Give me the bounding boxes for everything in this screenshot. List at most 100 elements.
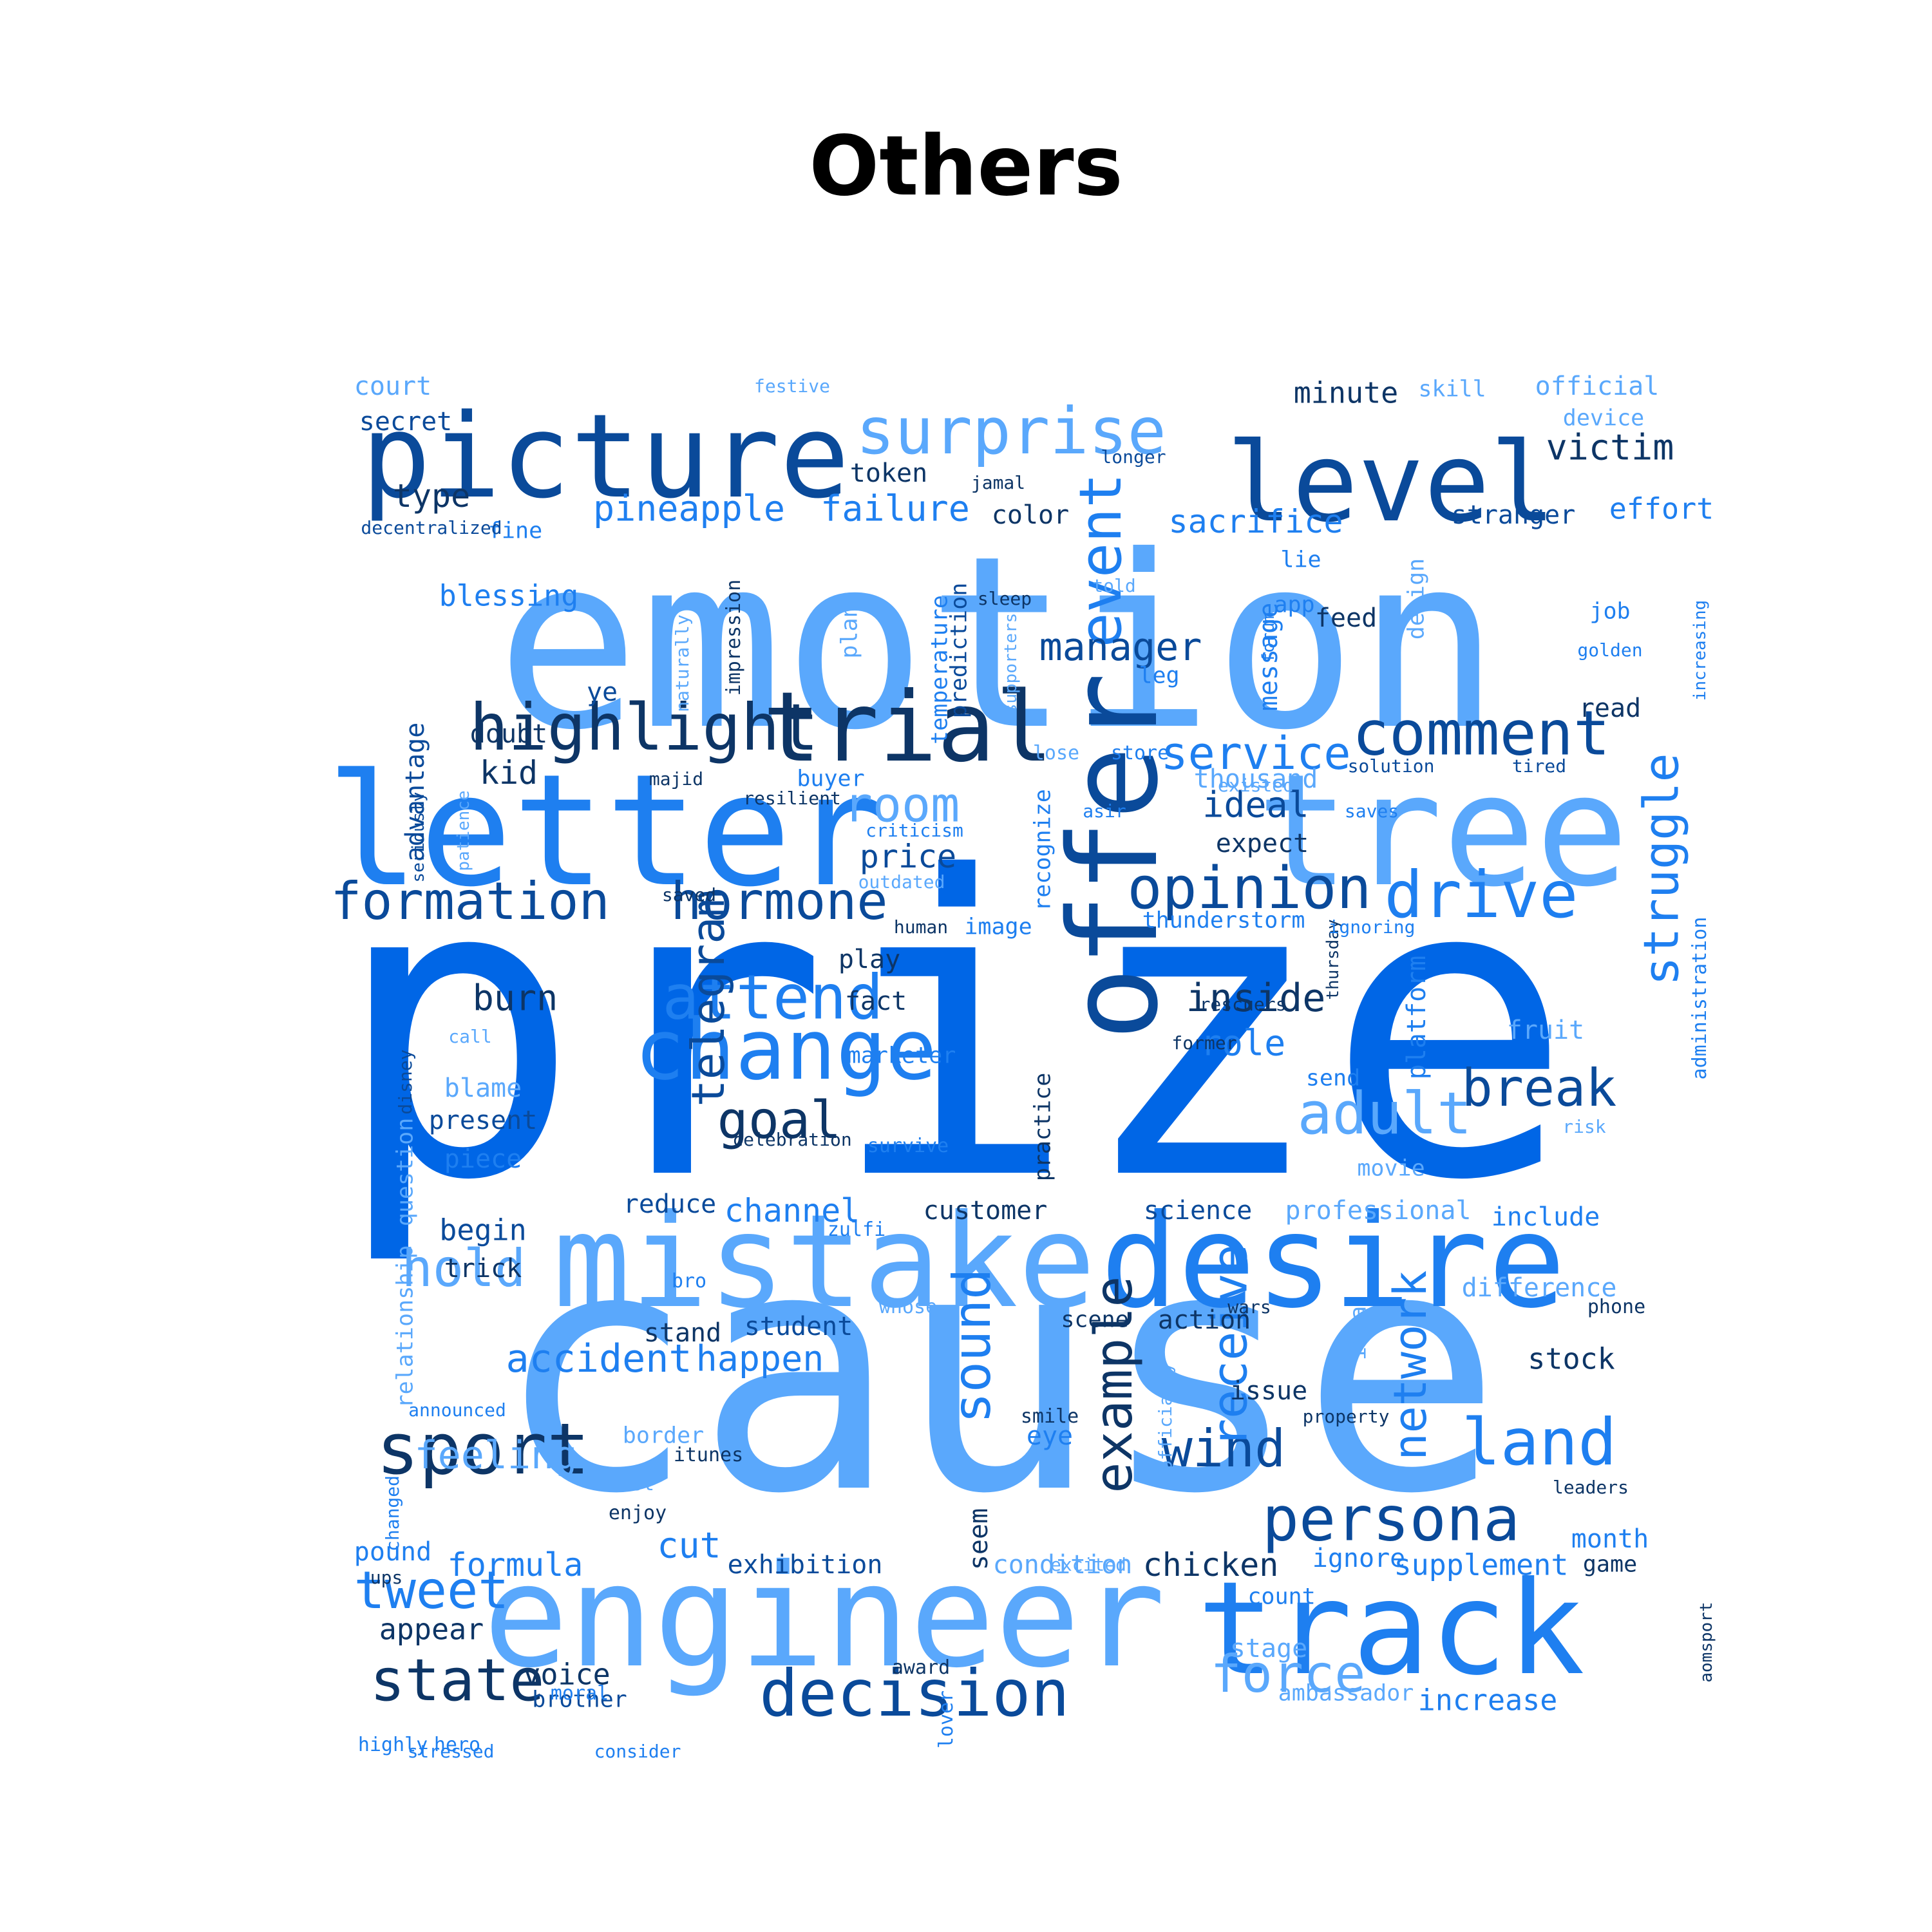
word-doubt: doubt xyxy=(470,721,547,747)
word-cloud: prize cause emotion letter picture tree mistak… xyxy=(258,225,1739,1707)
word-land: land xyxy=(1462,1410,1617,1475)
word-existed: existed xyxy=(1218,777,1294,795)
word-minute: minute xyxy=(1294,379,1399,408)
word-ambassador: ambassador xyxy=(1278,1683,1414,1705)
word-read: read xyxy=(1579,696,1641,721)
word-customer: customer xyxy=(923,1198,1048,1224)
word-thunderstorm: thunderstorm xyxy=(1142,910,1305,933)
word-question: question xyxy=(395,1118,417,1227)
word-changed: changed xyxy=(384,1475,402,1551)
word-phone: phone xyxy=(1587,1298,1645,1317)
word-effort: effort xyxy=(1609,495,1714,524)
word-movie: movie xyxy=(1357,1158,1425,1180)
word-game: game xyxy=(1583,1554,1637,1577)
word-sound: sound xyxy=(947,1269,998,1424)
word-host: host xyxy=(608,1475,654,1494)
word-prediction: prediction xyxy=(949,583,971,719)
word-administration: administration xyxy=(1690,917,1710,1080)
word-lose: lose xyxy=(1033,744,1079,763)
word-leaders: leaders xyxy=(1553,1479,1629,1497)
word-solution: solution xyxy=(1348,757,1435,775)
word-design: design xyxy=(1406,558,1428,639)
word-professional: professional xyxy=(1285,1198,1472,1224)
word-criticism: criticism xyxy=(866,822,963,840)
word-skill: skill xyxy=(1418,379,1486,401)
word-aomsport: aomsport xyxy=(1698,1602,1715,1682)
word-disney: disney xyxy=(397,1049,415,1114)
word-sacrifice: sacrifice xyxy=(1169,506,1343,538)
word-failure: failure xyxy=(820,491,970,527)
word-practice: practice xyxy=(1032,1073,1055,1182)
word-stranger: stranger xyxy=(1452,502,1576,528)
word-excited: excited xyxy=(1050,1556,1126,1574)
word-lover: lover xyxy=(937,1690,956,1748)
word-piece: piece xyxy=(444,1146,522,1172)
word-forum: forum xyxy=(1260,612,1277,663)
word-naturally: naturally xyxy=(674,614,692,712)
word-marketer: marketer xyxy=(848,1045,956,1068)
word-state: state xyxy=(370,1652,545,1710)
word-told: told xyxy=(1092,577,1135,595)
word-officially: officially xyxy=(1157,1363,1175,1472)
word-begin: begin xyxy=(439,1216,526,1245)
word-award: award xyxy=(892,1658,950,1678)
word-include: include xyxy=(1492,1204,1600,1230)
word-kid: kid xyxy=(480,757,538,789)
word-smile: smile xyxy=(1021,1407,1079,1426)
word-impression: impression xyxy=(724,580,744,696)
word-appear: appear xyxy=(379,1615,484,1644)
word-patience: patience xyxy=(455,790,472,871)
word-secret: secret xyxy=(359,409,453,435)
word-longer: longer xyxy=(1101,448,1166,466)
word-risk: risk xyxy=(1562,1118,1605,1136)
word-seem: seem xyxy=(966,1508,992,1570)
word-send: send xyxy=(1306,1068,1360,1090)
word-image: image xyxy=(964,916,1032,939)
word-tired: tired xyxy=(1512,757,1566,775)
word-month: month xyxy=(1571,1526,1649,1552)
word-break: break xyxy=(1462,1063,1617,1114)
word-increasing: increasing xyxy=(1692,600,1709,701)
word-resilient: resilient xyxy=(743,790,841,808)
word-whose: whose xyxy=(879,1298,937,1317)
word-expect: expect xyxy=(1216,831,1309,857)
word-victim: victim xyxy=(1546,430,1674,466)
word-ups: ups xyxy=(370,1569,403,1587)
word-fruit: fruit xyxy=(1507,1018,1584,1043)
word-issue: issue xyxy=(1230,1378,1307,1404)
word-former: former xyxy=(1171,1034,1236,1052)
word-pineapple: pineapple xyxy=(593,491,785,527)
word-leg: leg xyxy=(1139,665,1179,688)
word-sleep: sleep xyxy=(978,590,1032,608)
word-app: app xyxy=(1274,594,1314,617)
word-supporters: supporters xyxy=(1003,613,1019,714)
word-itunes: itunes xyxy=(674,1446,743,1465)
word-adult: adult xyxy=(1298,1085,1472,1143)
word-formula: formula xyxy=(448,1549,583,1581)
word-lie: lie xyxy=(1280,549,1321,572)
word-price: price xyxy=(860,840,957,873)
word-feeling: feeling xyxy=(415,1436,578,1475)
word-supplement: supplement xyxy=(1394,1551,1569,1580)
word-device: device xyxy=(1563,408,1644,430)
word-telegram: telegram xyxy=(686,889,731,1106)
word-official: official xyxy=(1535,374,1660,399)
word-relationship: relationship xyxy=(395,1245,417,1408)
word-store: store xyxy=(1111,744,1169,763)
word-celebration: celebration xyxy=(732,1131,851,1149)
word-color: color xyxy=(992,502,1069,528)
word-blessing: blessing xyxy=(439,582,579,611)
word-bro: bro xyxy=(672,1272,706,1291)
word-ignoring: ignoring xyxy=(1329,918,1416,936)
word-survive: survive xyxy=(867,1137,949,1156)
word-type: type xyxy=(393,480,470,512)
word-receive: receive xyxy=(1206,1244,1255,1448)
word-formation: formation xyxy=(330,876,609,927)
word-seriously: seriously xyxy=(410,792,427,883)
word-stage: stage xyxy=(1230,1636,1307,1662)
word-trick: trick xyxy=(444,1256,522,1282)
word-burn: burn xyxy=(473,981,558,1016)
word-festive: festive xyxy=(754,377,830,395)
word-announced: announced xyxy=(408,1401,506,1419)
